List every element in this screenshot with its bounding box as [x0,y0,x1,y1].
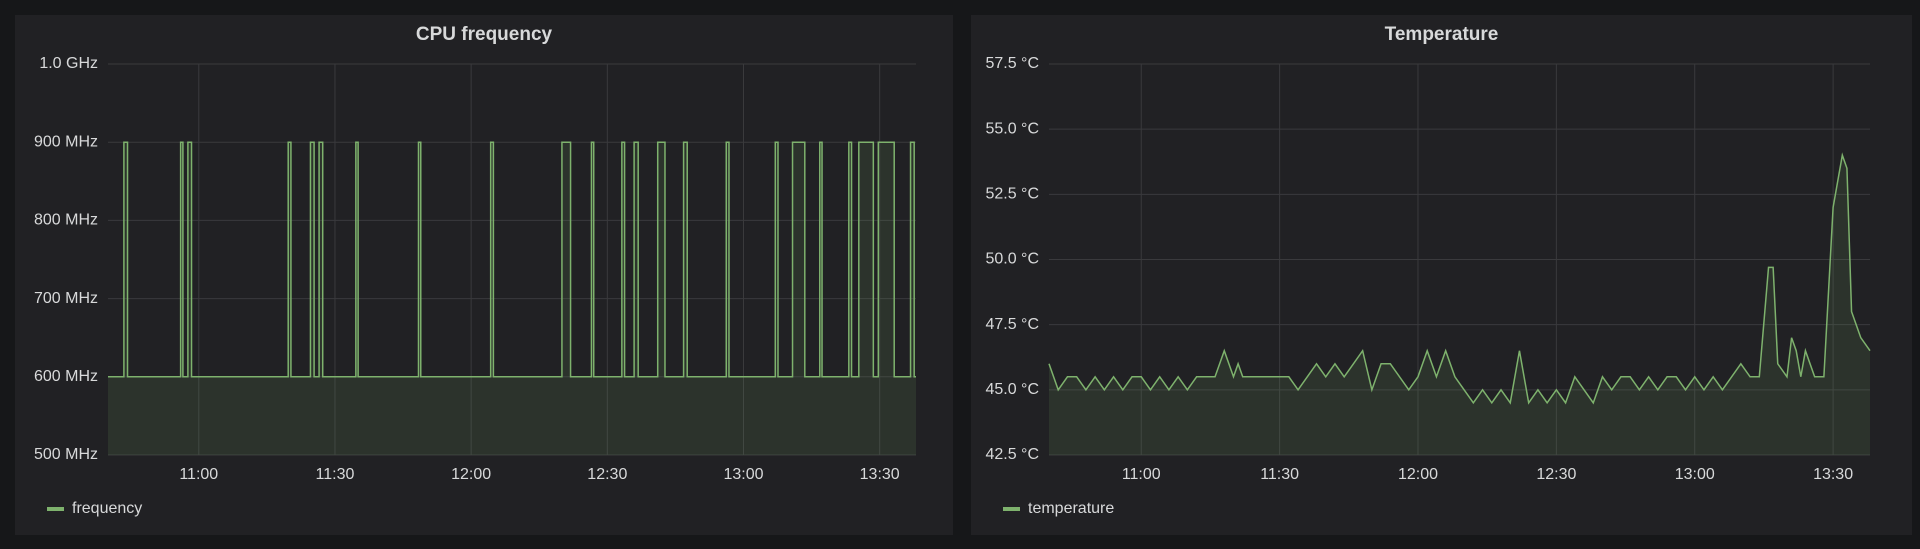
x-tick-label: 12:00 [1398,466,1438,483]
y-tick-label: 900 MHz [34,133,98,150]
chart-title: Temperature [1385,24,1499,45]
panel [15,15,953,535]
y-tick-label: 52.5 °C [985,186,1039,203]
y-tick-label: 45.0 °C [985,381,1039,398]
y-tick-label: 47.5 °C [985,316,1039,333]
y-tick-label: 1.0 GHz [39,55,98,72]
x-tick-label: 12:00 [451,466,491,483]
panel [971,15,1912,535]
y-tick-label: 50.0 °C [985,251,1039,268]
y-tick-label: 55.0 °C [985,120,1039,137]
legend-swatch [1003,507,1020,511]
x-tick-label: 13:00 [1675,466,1715,483]
x-tick-label: 11:30 [316,466,355,483]
x-tick-label: 12:30 [1536,466,1576,483]
x-tick-label: 11:00 [1122,466,1161,483]
x-tick-label: 13:00 [723,466,763,483]
chart-title: CPU frequency [416,24,553,45]
y-tick-label: 800 MHz [34,212,98,229]
area-fill [1049,155,1870,456]
legend-swatch [47,507,64,511]
x-tick-label: 13:30 [860,466,900,483]
legend-label: temperature [1028,500,1114,517]
y-tick-label: 700 MHz [34,290,98,307]
y-tick-label: 57.5 °C [985,55,1039,72]
x-tick-label: 13:30 [1813,466,1853,483]
legend-label: frequency [72,500,142,517]
y-tick-label: 42.5 °C [985,446,1039,463]
x-tick-label: 11:30 [1260,466,1299,483]
y-tick-label: 500 MHz [34,446,98,463]
y-tick-label: 600 MHz [34,368,98,385]
x-tick-label: 11:00 [179,466,218,483]
series-line [108,141,916,378]
x-tick-label: 12:30 [587,466,627,483]
series-line [1048,152,1871,405]
